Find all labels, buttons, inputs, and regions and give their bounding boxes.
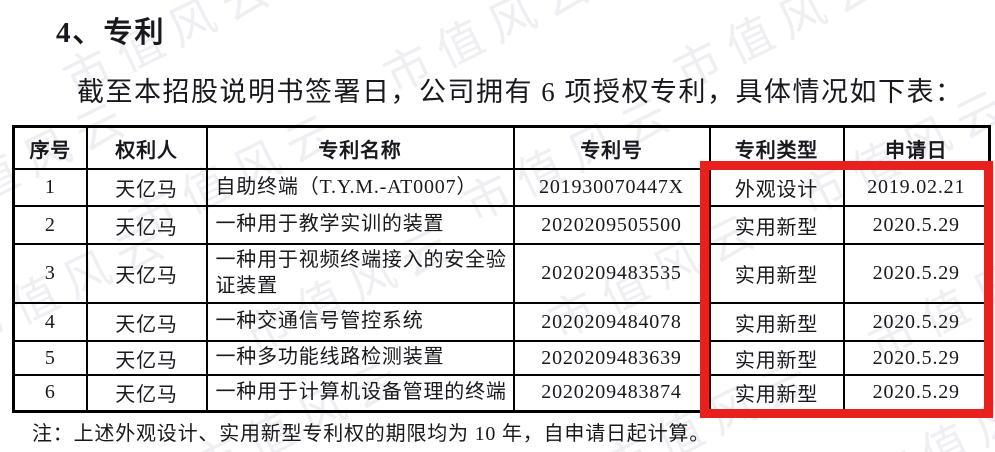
table-row: 1 天亿马 自助终端（T.Y.M.-AT0007） 201930070447X 外观设计… <box>12 168 991 207</box>
table-cell: 6 <box>12 374 88 412</box>
patent-table: 序号 权利人 专利名称 专利号 专利类型 申请日 1 天亿马 自助终端（T.Y.M.… <box>12 125 991 413</box>
table-cell: 实用新型 <box>708 302 845 342</box>
table-cell: 天亿马 <box>85 302 208 342</box>
table-row: 2 天亿马 一种用于教学实训的装置 2020209505500 实用新型 2020.5.2… <box>12 205 991 245</box>
table-cell: 4 <box>12 302 88 342</box>
table-cell: 实用新型 <box>708 374 845 412</box>
table-cell: 2 <box>12 205 88 245</box>
table-cell: 天亿马 <box>85 374 208 412</box>
table-cell: 一种多功能线路检测装置 <box>205 340 515 376</box>
table-row: 5 天亿马 一种多功能线路检测装置 2020209483639 实用新型 2020.5.2… <box>12 340 991 376</box>
table-cell: 201930070447X <box>512 168 711 207</box>
table-cell: 2020209505500 <box>512 205 711 245</box>
table-cell: 外观设计 <box>708 168 845 207</box>
header-seq: 序号 <box>12 125 88 170</box>
table-cell: 天亿马 <box>85 243 208 304</box>
header-application-date: 申请日 <box>842 125 991 170</box>
table-cell: 一种用于教学实训的装置 <box>205 205 515 245</box>
table-cell: 自助终端（T.Y.M.-AT0007） <box>205 168 515 207</box>
table-cell: 2020209483535 <box>512 243 711 304</box>
table-cell: 实用新型 <box>708 205 845 245</box>
table-cell: 天亿马 <box>85 340 208 376</box>
header-patent-number: 专利号 <box>512 125 711 170</box>
patent-table-body: 1 天亿马 自助终端（T.Y.M.-AT0007） 201930070447X 外观设计… <box>12 168 991 412</box>
header-patent-name: 专利名称 <box>205 125 515 170</box>
table-cell: 天亿马 <box>85 205 208 245</box>
table-cell: 5 <box>12 340 88 376</box>
table-cell: 一种用于视频终端接入的安全验证装置 <box>205 243 515 304</box>
table-cell: 2020.5.29 <box>842 243 991 304</box>
table-cell: 1 <box>12 168 88 207</box>
table-cell: 2020.5.29 <box>842 302 991 342</box>
table-cell: 2020209483874 <box>512 374 711 412</box>
table-cell: 2020.5.29 <box>842 205 991 245</box>
table-cell: 实用新型 <box>708 243 845 304</box>
table-row: 3 天亿马 一种用于视频终端接入的安全验证装置 2020209483535 实用新型 20… <box>12 243 991 304</box>
table-cell: 2020209484078 <box>512 302 711 342</box>
table-cell: 2020.5.29 <box>842 374 991 412</box>
table-cell: 3 <box>12 243 88 304</box>
table-cell: 实用新型 <box>708 340 845 376</box>
table-cell: 一种用于计算机设备管理的终端 <box>205 374 515 412</box>
header-patent-type: 专利类型 <box>708 125 845 170</box>
section-heading: 4、专利 <box>56 17 166 49</box>
table-cell: 2019.02.21 <box>842 168 991 207</box>
footnote: 注：上述外观设计、实用新型专利权的期限均为 10 年，自申请日起计算。 <box>32 423 710 445</box>
table-row: 6 天亿马 一种用于计算机设备管理的终端 2020209483874 实用新型 2020.… <box>12 374 991 412</box>
table-cell: 2020209483639 <box>512 340 711 376</box>
table-row: 4 天亿马 一种交通信号管控系统 2020209484078 实用新型 2020.5.29 <box>12 302 991 342</box>
table-cell: 2020.5.29 <box>842 340 991 376</box>
table-cell: 一种交通信号管控系统 <box>205 302 515 342</box>
intro-paragraph: 截至本招股说明书签署日，公司拥有 6 项授权专利，具体情况如下表： <box>77 77 964 107</box>
table-cell: 天亿马 <box>85 168 208 207</box>
table-header-row: 序号 权利人 专利名称 专利号 专利类型 申请日 <box>12 125 991 170</box>
header-rights-holder: 权利人 <box>85 125 208 170</box>
